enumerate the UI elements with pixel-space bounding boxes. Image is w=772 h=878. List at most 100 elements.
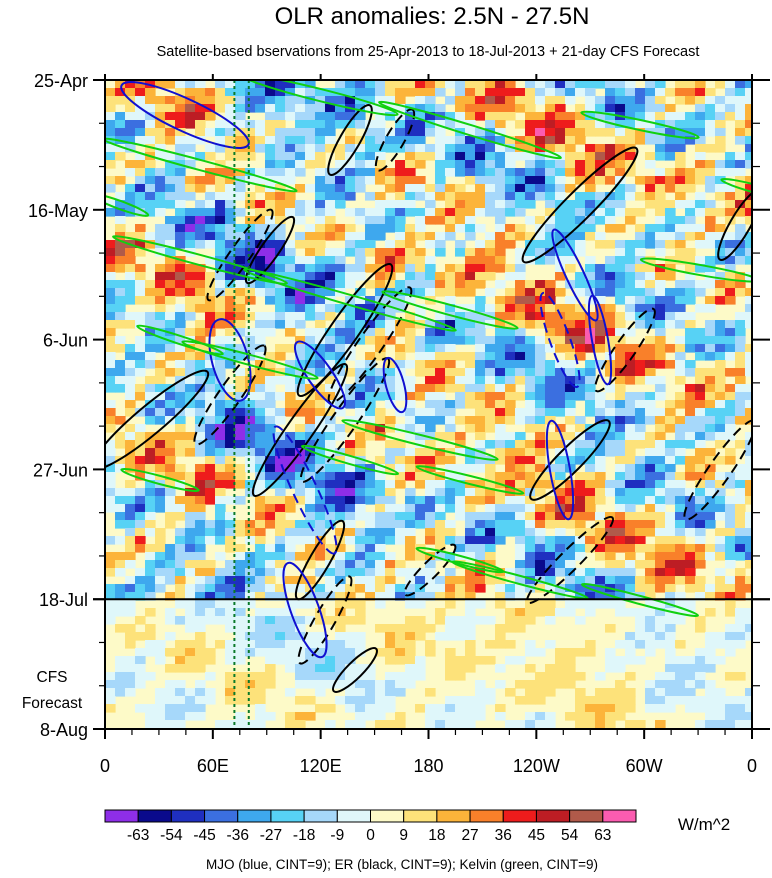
anomaly-cell xyxy=(115,144,126,153)
anomaly-cell xyxy=(205,272,216,281)
anomaly-cell xyxy=(105,424,116,433)
anomaly-cell xyxy=(335,528,346,537)
anomaly-cell xyxy=(745,416,752,425)
anomaly-cell xyxy=(255,512,266,521)
anomaly-cell xyxy=(405,264,416,273)
anomaly-cell xyxy=(465,224,476,233)
anomaly-cell xyxy=(685,392,696,401)
anomaly-cell xyxy=(645,624,656,633)
anomaly-cell xyxy=(735,504,746,513)
anomaly-cell xyxy=(655,568,666,577)
anomaly-cell xyxy=(155,152,166,161)
anomaly-cell xyxy=(685,184,696,193)
anomaly-cell xyxy=(635,464,646,473)
anomaly-cell xyxy=(655,184,666,193)
anomaly-cell xyxy=(725,512,736,521)
anomaly-cell xyxy=(555,424,566,433)
anomaly-cell xyxy=(385,216,396,225)
anomaly-cell xyxy=(255,576,266,585)
anomaly-cell xyxy=(355,584,366,593)
anomaly-cell xyxy=(115,600,126,609)
anomaly-cell xyxy=(495,216,506,225)
anomaly-cell xyxy=(495,632,506,641)
anomaly-cell xyxy=(335,648,346,657)
anomaly-cell xyxy=(465,376,476,385)
anomaly-cell xyxy=(185,712,196,721)
anomaly-cell xyxy=(525,512,536,521)
anomaly-cell xyxy=(665,176,676,185)
anomaly-cell xyxy=(695,328,706,337)
anomaly-cell xyxy=(385,704,396,713)
anomaly-cell xyxy=(615,88,626,97)
anomaly-cell xyxy=(395,472,406,481)
anomaly-cell xyxy=(345,176,356,185)
anomaly-cell xyxy=(665,448,676,457)
anomaly-cell xyxy=(255,472,266,481)
anomaly-cell xyxy=(205,536,216,545)
anomaly-cell xyxy=(645,152,656,161)
anomaly-cell xyxy=(605,416,616,425)
colorbar-label: 45 xyxy=(528,827,545,844)
anomaly-cell xyxy=(395,640,406,649)
anomaly-cell xyxy=(485,112,496,121)
anomaly-cell xyxy=(105,256,116,265)
er-contour xyxy=(244,215,296,285)
anomaly-cell xyxy=(385,392,396,401)
anomaly-cell xyxy=(145,384,156,393)
anomaly-cell xyxy=(285,264,296,273)
anomaly-cell xyxy=(115,464,126,473)
anomaly-cell xyxy=(735,720,746,729)
anomaly-cell xyxy=(305,240,316,249)
anomaly-cell xyxy=(695,384,706,393)
anomaly-cell xyxy=(145,288,156,297)
anomaly-cell xyxy=(385,304,396,313)
anomaly-cell xyxy=(735,416,746,425)
anomaly-cell xyxy=(315,648,326,657)
anomaly-cell xyxy=(515,576,526,585)
anomaly-cell xyxy=(285,664,296,673)
mjo-contour xyxy=(208,318,252,402)
anomaly-cell xyxy=(505,312,516,321)
anomaly-cell xyxy=(645,360,656,369)
anomaly-cell xyxy=(655,464,666,473)
anomaly-cell xyxy=(345,112,356,121)
anomaly-cell xyxy=(245,80,256,89)
anomaly-cell xyxy=(555,376,566,385)
anomaly-cell xyxy=(465,552,476,561)
anomaly-cell xyxy=(575,528,586,537)
anomaly-cell xyxy=(155,272,166,281)
anomaly-cell xyxy=(275,88,286,97)
anomaly-cell xyxy=(575,704,586,713)
anomaly-cell xyxy=(365,592,376,601)
anomaly-cell xyxy=(545,536,556,545)
anomaly-cell xyxy=(385,280,396,289)
anomaly-cell xyxy=(435,168,446,177)
anomaly-cell xyxy=(405,552,416,561)
anomaly-cell xyxy=(645,480,656,489)
anomaly-cell xyxy=(545,544,556,553)
anomaly-cell xyxy=(585,376,596,385)
anomaly-cell xyxy=(305,672,316,681)
anomaly-cell xyxy=(625,192,636,201)
anomaly-cell xyxy=(505,272,516,281)
anomaly-cell xyxy=(485,520,496,529)
anomaly-cell xyxy=(445,96,456,105)
anomaly-cell xyxy=(105,408,116,417)
anomaly-cell xyxy=(195,520,206,529)
anomaly-cell xyxy=(125,632,136,641)
anomaly-cell xyxy=(635,280,646,289)
anomaly-cell xyxy=(555,248,566,257)
anomaly-cell xyxy=(485,96,496,105)
anomaly-cell xyxy=(285,152,296,161)
anomaly-cell xyxy=(535,344,546,353)
anomaly-cell xyxy=(135,200,146,209)
anomaly-cell xyxy=(195,216,206,225)
anomaly-cell xyxy=(695,112,706,121)
anomaly-cell xyxy=(585,568,596,577)
anomaly-cell xyxy=(435,80,446,89)
anomaly-cell xyxy=(605,96,616,105)
anomaly-cell xyxy=(495,328,506,337)
anomaly-cell xyxy=(505,480,516,489)
anomaly-cell xyxy=(525,520,536,529)
anomaly-cell xyxy=(305,440,316,449)
